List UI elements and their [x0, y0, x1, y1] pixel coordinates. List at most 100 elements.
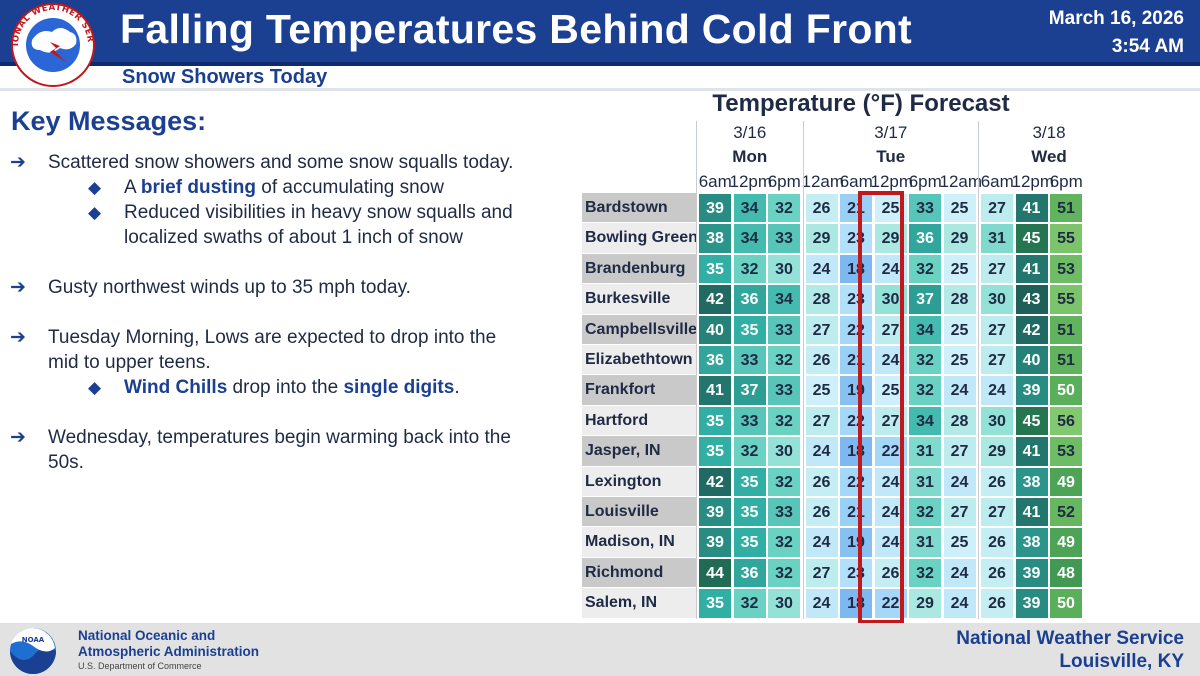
day-separator [802, 121, 804, 619]
temperature-cell: 39 [1014, 375, 1049, 406]
temperature-cell: 25 [942, 527, 977, 558]
city-label: Louisville [582, 497, 696, 528]
header-times-row: 6am 12pm 6pm 12am 6am 12pm 6pm 12am 6am 12pm 6pm [582, 170, 1144, 193]
issued-datetime: March 16, 2026 3:54 AM [944, 5, 1184, 61]
temperature-cell: 35 [732, 527, 767, 558]
diamond-bullet-icon: ◆ [88, 378, 102, 397]
emphasis-text: brief dusting [140, 177, 256, 198]
day-name-label: Wed [1031, 147, 1067, 166]
temperature-cell: 52 [1049, 497, 1083, 528]
time-label: 12am [801, 172, 845, 191]
day-separator [978, 121, 979, 619]
temperature-cell: 26 [804, 345, 839, 376]
city-label: Jasper, IN [582, 436, 696, 467]
temperature-cell: 48 [1049, 557, 1083, 589]
time-label: 12pm [729, 172, 773, 191]
arrow-bullet-icon: ➔ [10, 327, 26, 348]
temperature-cell: 41 [1014, 497, 1049, 528]
temperature-cell: 39 [698, 527, 732, 558]
temperature-cell: 56 [1049, 405, 1083, 437]
noaa-department: U.S. Department of Commerce [78, 661, 202, 671]
temperature-cell: 49 [1049, 466, 1083, 497]
temperature-cell: 26 [980, 557, 1014, 589]
time-label: 12pm [1011, 172, 1055, 191]
temperature-cell: 32 [732, 253, 767, 285]
temperature-cell: 36 [732, 557, 767, 589]
key-message-subitem: ◆ A brief dusting of accumulating snow [10, 175, 530, 200]
forecast-table-title: Temperature (°F) Forecast [712, 90, 1010, 117]
message-text: of accumulating snow [255, 177, 444, 198]
emphasis-text: Wind Chills [124, 377, 228, 398]
temperature-cell: 51 [1049, 345, 1083, 376]
temperature-cell: 24 [804, 527, 839, 558]
temperature-cell: 35 [732, 314, 767, 345]
temperature-cell: 35 [698, 588, 732, 619]
nws-logo-icon: NATIONAL WEATHER SERVICE [4, 2, 95, 87]
temperature-cell: 28 [942, 284, 977, 315]
city-label: Richmond [582, 557, 696, 589]
temperature-cell: 26 [804, 466, 839, 497]
temperature-cell: 32 [767, 466, 801, 497]
issued-time: 3:54 AM [1111, 36, 1184, 57]
temperature-cell: 28 [804, 284, 839, 315]
temperature-cell: 33 [732, 345, 767, 376]
temperature-cell: 32 [767, 345, 801, 376]
temperature-cell: 23 [839, 223, 873, 254]
city-label: Bardstown [582, 193, 696, 224]
temperature-cell: 37 [732, 375, 767, 406]
arrow-bullet-icon: ➔ [10, 427, 26, 448]
city-label: Campbellsville [582, 314, 696, 345]
temperature-cell: 35 [698, 436, 732, 467]
noaa-name: National Oceanic and Atmospheric Adminis… [78, 628, 308, 660]
key-message-item: ➔ Scattered snow showers and some snow sq… [10, 150, 530, 175]
temperature-cell: 31 [908, 527, 942, 558]
city-label: Salem, IN [582, 588, 696, 619]
table-row: Elizabethtown 36 33 32 26 21 24 32 25 27 40 51 [582, 345, 1144, 376]
temperature-cell: 45 [1014, 405, 1049, 437]
message-text: . [454, 377, 460, 398]
city-label: Madison, IN [582, 527, 696, 558]
temperature-cell: 38 [1014, 527, 1049, 558]
temperature-cell: 32 [908, 497, 942, 528]
table-row: Richmond 44 36 32 27 23 26 32 24 26 39 48 [582, 557, 1144, 589]
temperature-cell: 55 [1049, 223, 1083, 254]
temperature-cell: 35 [732, 466, 767, 497]
day-separator [696, 121, 697, 619]
temperature-cell: 18 [839, 253, 873, 285]
issued-date: March 16, 2026 [1048, 8, 1184, 29]
time-label: 12am [939, 172, 983, 191]
office-line1: National Weather Service [956, 628, 1184, 649]
temperature-cell: 26 [804, 193, 839, 224]
day-name-label: Tue [876, 147, 906, 166]
temperature-cell: 29 [908, 588, 942, 619]
office-name: National Weather Service Louisville, KY [884, 627, 1184, 673]
temperature-cell: 30 [980, 405, 1014, 437]
temperature-cell: 35 [732, 497, 767, 528]
temperature-cell: 55 [1049, 284, 1083, 315]
day-date-label: 3/17 [874, 123, 908, 142]
diamond-bullet-icon: ◆ [88, 178, 102, 197]
temperature-cell: 27 [804, 557, 839, 589]
temperature-cell: 41 [698, 375, 732, 406]
city-label: Frankfort [582, 375, 696, 406]
time-label: 12pm [870, 172, 914, 191]
temperature-cell: 39 [1014, 588, 1049, 619]
temperature-cell: 27 [942, 436, 977, 467]
temperature-cell: 51 [1049, 314, 1083, 345]
temperature-cell: 30 [767, 436, 801, 467]
city-label: Brandenburg [582, 253, 696, 285]
key-messages-list: ➔ Scattered snow showers and some snow sq… [10, 150, 530, 475]
table-row: Salem, IN 35 32 30 24 18 22 29 24 26 39 50 [582, 588, 1144, 619]
header-dates-row: 3/16 3/17 3/18 [582, 121, 1144, 144]
temperature-cell: 33 [732, 405, 767, 437]
temperature-cell: 34 [908, 405, 942, 437]
temperature-cell: 24 [942, 375, 977, 406]
temperature-cell: 25 [942, 345, 977, 376]
temperature-cell: 53 [1049, 436, 1083, 467]
time-label: 6am [839, 172, 873, 191]
table-row: Brandenburg 35 32 30 24 18 24 32 25 27 41 53 [582, 253, 1144, 285]
temperature-cell: 30 [767, 588, 801, 619]
temperature-cell: 36 [732, 284, 767, 315]
temperature-cell: 32 [908, 345, 942, 376]
temperature-cell: 44 [698, 557, 732, 589]
